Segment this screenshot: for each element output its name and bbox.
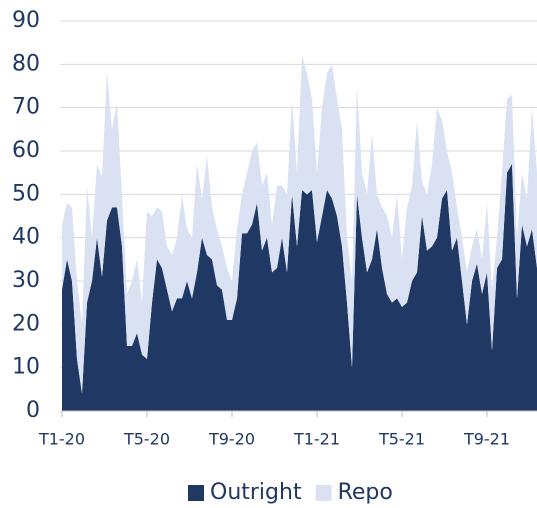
y-tick-label: 10 <box>12 355 40 380</box>
x-tick-label: T9-20 <box>208 430 255 449</box>
y-tick-label: 60 <box>12 138 40 163</box>
y-tick-label: 80 <box>12 51 40 76</box>
y-tick-label: 90 <box>12 8 40 33</box>
legend-swatch <box>188 485 204 501</box>
x-tick-label: T1-21 <box>293 430 340 449</box>
x-tick-label: T5-20 <box>123 430 170 449</box>
area <box>62 55 537 394</box>
legend-label: Outright <box>210 480 302 505</box>
legend-swatch <box>315 485 332 501</box>
y-tick-label: 30 <box>12 268 40 293</box>
y-tick-label: 40 <box>12 225 40 250</box>
area <box>62 164 537 411</box>
x-tick-label: T5-21 <box>378 430 425 449</box>
y-tick-label: 20 <box>12 311 40 336</box>
legend-label: Repo <box>338 480 393 505</box>
x-tick-label: T9-21 <box>463 430 510 449</box>
y-tick-label: 0 <box>26 398 40 423</box>
y-tick-label: 70 <box>12 95 40 120</box>
y-tick-label: 50 <box>12 181 40 206</box>
x-tick-label: T1-20 <box>38 430 85 449</box>
